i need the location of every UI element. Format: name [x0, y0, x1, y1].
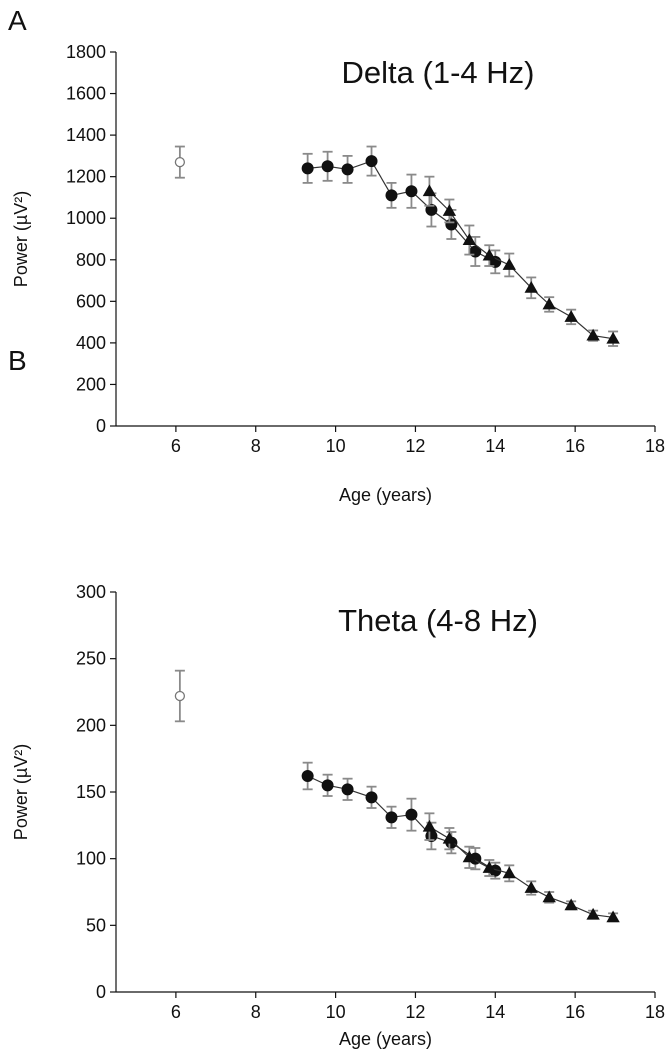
- data-point-circle: [365, 155, 378, 168]
- data-point-circle: [321, 160, 334, 173]
- data-point-triangle: [502, 258, 516, 270]
- x-tick-label: 16: [565, 1002, 585, 1022]
- data-point-triangle: [524, 281, 538, 293]
- data-point-circle: [425, 203, 438, 216]
- series-line: [428, 190, 614, 340]
- data-point-triangle: [442, 204, 457, 216]
- data-point-triangle: [564, 310, 578, 322]
- data-point-triangle: [542, 297, 556, 310]
- y-tick-label: 1200: [66, 167, 106, 187]
- x-tick-label: 12: [405, 1002, 425, 1022]
- data-point-circle: [445, 218, 458, 231]
- data-point-triangle: [422, 819, 437, 832]
- series-line: [307, 775, 496, 872]
- data-point-circle: [385, 811, 398, 824]
- data-point-triangle: [586, 328, 600, 341]
- delta-chart: Delta (1-4 Hz) 0 200 400 600 800 1000 1200 1400 1…: [11, 42, 665, 505]
- data-point-circle: [341, 783, 354, 796]
- data-point-triangle: [462, 850, 477, 863]
- y-tick-label: 600: [76, 291, 106, 311]
- y-axis-label: Power (µV²): [11, 191, 31, 287]
- y-tick-label: 150: [76, 782, 106, 802]
- x-tick-label: 18: [645, 436, 665, 456]
- y-tick-label: 1000: [66, 208, 106, 228]
- x-tick-label: 6: [171, 436, 181, 456]
- data-point-circle: [301, 162, 314, 175]
- series-triangle: [422, 812, 620, 923]
- data-point-triangle: [542, 890, 556, 903]
- x-tick-label: 14: [485, 1002, 505, 1022]
- x-tick-label: 8: [251, 1002, 261, 1022]
- x-tick-label: 18: [645, 1002, 665, 1022]
- y-tick-label: 1800: [66, 42, 106, 62]
- series-open-circle: [174, 669, 186, 723]
- y-tick-label: 1400: [66, 125, 106, 145]
- panel-b: B: [8, 345, 27, 376]
- y-tick-label: 0: [96, 416, 106, 436]
- x-tick-label: 12: [405, 436, 425, 456]
- data-point-circle: [365, 791, 378, 804]
- data-point-triangle: [502, 866, 516, 879]
- theta-chart: Theta (4-8 Hz) 0 50 100 150 200 250 300 6 8 10 12 14…: [11, 582, 665, 1049]
- y-tick-label: 50: [86, 915, 106, 935]
- x-tick-label: 6: [171, 1002, 181, 1022]
- y-tick-label: 800: [76, 250, 106, 270]
- y-tick-label: 300: [76, 582, 106, 602]
- data-point-circle: [301, 770, 314, 782]
- data-point-circle: [341, 163, 354, 176]
- y-tick-label: 200: [76, 374, 106, 394]
- x-tick-label: 8: [251, 436, 261, 456]
- data-point-triangle: [586, 907, 600, 920]
- x-axis-label: Age (years): [339, 485, 432, 505]
- x-axis-label: Age (years): [339, 1029, 432, 1049]
- data-point-circle: [405, 185, 418, 198]
- data-point-circle: [321, 779, 334, 792]
- data-point-circle: [405, 808, 418, 821]
- data-point-open-circle: [174, 156, 186, 168]
- series-open-circle: [174, 145, 186, 179]
- chart-title: Theta (4-8 Hz): [338, 603, 538, 638]
- data-point-triangle: [606, 331, 620, 344]
- data-point-triangle: [524, 881, 538, 893]
- x-tick-label: 10: [326, 436, 346, 456]
- y-tick-label: 0: [96, 982, 106, 1002]
- y-tick-label: 100: [76, 849, 106, 869]
- data-point-triangle: [442, 831, 457, 844]
- data-point-open-circle: [174, 690, 186, 702]
- data-point-triangle: [462, 233, 477, 245]
- panel-a-letter: A: [8, 5, 27, 36]
- y-tick-label: 400: [76, 333, 106, 353]
- panel-b-letter: B: [8, 345, 27, 376]
- data-point-circle: [385, 189, 398, 202]
- series-line: [307, 160, 496, 263]
- x-tick-label: 16: [565, 436, 585, 456]
- x-tick-label: 10: [326, 1002, 346, 1022]
- y-axis-label: Power (µV²): [11, 744, 31, 840]
- series-line: [429, 826, 614, 918]
- x-tick-label: 14: [485, 436, 505, 456]
- data-point-triangle: [564, 898, 578, 911]
- y-tick-label: 250: [76, 649, 106, 669]
- chart-title: Delta (1-4 Hz): [342, 55, 535, 90]
- panel-a: A: [8, 5, 27, 36]
- y-tick-label: 200: [76, 715, 106, 735]
- series-triangle: [422, 175, 620, 347]
- data-point-triangle: [482, 861, 496, 873]
- data-point-triangle: [422, 184, 437, 197]
- data-point-triangle: [482, 248, 496, 261]
- data-point-triangle: [606, 910, 620, 923]
- y-tick-label: 1600: [66, 84, 106, 104]
